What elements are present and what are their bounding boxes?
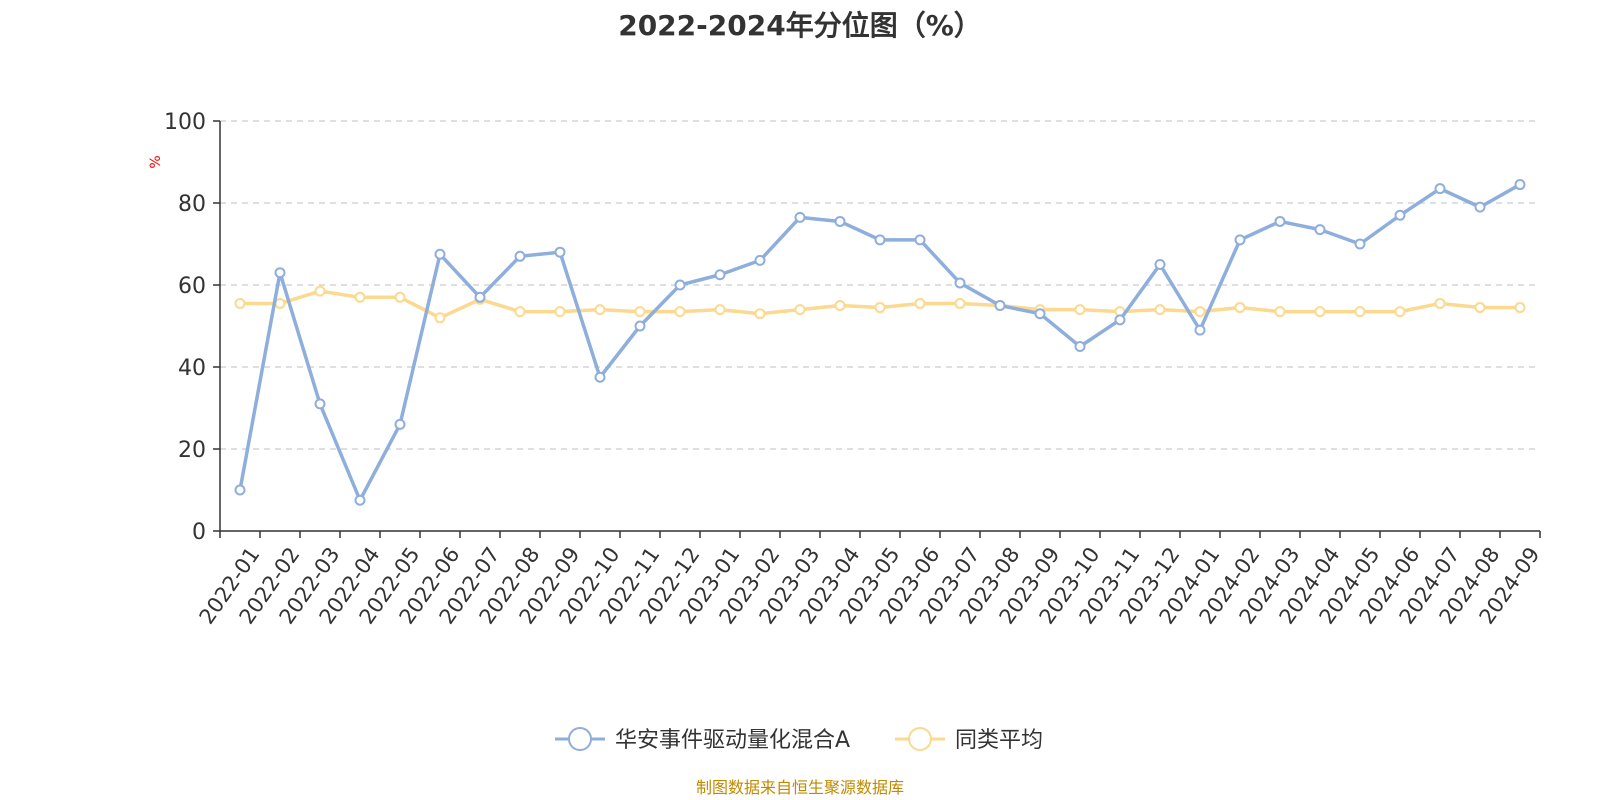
data-point[interactable] [874, 234, 886, 246]
data-point[interactable] [754, 254, 766, 266]
data-point[interactable] [1074, 304, 1086, 316]
data-point[interactable] [274, 297, 286, 309]
data-point[interactable] [714, 304, 726, 316]
data-source-note: 制图数据来自恒生聚源数据库 [696, 778, 904, 797]
data-point[interactable] [674, 279, 686, 291]
data-point[interactable] [834, 215, 846, 227]
data-point[interactable] [1354, 306, 1366, 318]
series-group [234, 285, 1526, 324]
y-tick-label: 80 [178, 192, 206, 217]
legend-swatch-marker [568, 727, 592, 751]
data-point[interactable] [1474, 302, 1486, 314]
data-point[interactable] [1274, 215, 1286, 227]
data-point[interactable] [1514, 302, 1526, 314]
data-point[interactable] [474, 291, 486, 303]
data-point[interactable] [514, 250, 526, 262]
data-point[interactable] [834, 300, 846, 311]
data-point[interactable] [1234, 234, 1246, 246]
y-tick-label: 60 [178, 274, 206, 299]
data-point[interactable] [1154, 304, 1166, 316]
series-group [234, 179, 1526, 506]
data-point[interactable] [554, 306, 566, 318]
data-point[interactable] [794, 304, 806, 316]
legend-swatch-marker [908, 727, 932, 751]
data-point[interactable] [1114, 314, 1126, 326]
data-point[interactable] [1394, 306, 1406, 318]
legend-label: 同类平均 [955, 728, 1043, 753]
data-point[interactable] [914, 234, 926, 246]
data-point[interactable] [954, 297, 966, 309]
data-point[interactable] [314, 285, 326, 297]
data-point[interactable] [554, 246, 566, 258]
legend[interactable]: 华安事件驱动量化混合A 同类平均 [555, 727, 1043, 753]
grid-lines [220, 120, 1540, 450]
data-point[interactable] [1514, 179, 1526, 191]
data-point[interactable] [874, 302, 886, 314]
chart-title: 2022-2024年分位图（%） [618, 9, 982, 42]
data-point[interactable] [674, 306, 686, 318]
data-point[interactable] [314, 398, 326, 410]
data-point[interactable] [1194, 306, 1206, 318]
data-point[interactable] [1434, 183, 1446, 195]
data-point[interactable] [994, 300, 1006, 311]
legend-item[interactable]: 华安事件驱动量化混合A [555, 727, 850, 753]
data-point[interactable] [394, 418, 406, 430]
axes: 0204060801002022-012022-022022-032022-04… [164, 110, 1545, 628]
data-point[interactable] [754, 308, 766, 320]
data-point[interactable] [1034, 308, 1046, 320]
legend-item[interactable]: 同类平均 [895, 727, 1043, 753]
data-point[interactable] [1474, 201, 1486, 213]
data-point[interactable] [954, 277, 966, 289]
data-point[interactable] [234, 297, 246, 309]
data-point[interactable] [1154, 259, 1166, 270]
series-lines [234, 179, 1526, 506]
data-point[interactable] [274, 267, 286, 279]
data-point[interactable] [1314, 224, 1326, 236]
y-tick-label: 0 [192, 520, 206, 545]
data-point[interactable] [1434, 297, 1446, 309]
data-point[interactable] [1314, 306, 1326, 318]
data-point[interactable] [514, 306, 526, 318]
data-point[interactable] [914, 297, 926, 309]
data-point[interactable] [434, 248, 446, 260]
data-point[interactable] [594, 304, 606, 316]
data-point[interactable] [434, 312, 446, 324]
data-point[interactable] [1274, 306, 1286, 318]
data-point[interactable] [1394, 209, 1406, 221]
data-point[interactable] [1074, 341, 1086, 352]
y-tick-label: 20 [178, 438, 206, 463]
data-point[interactable] [1234, 302, 1246, 314]
data-point[interactable] [794, 211, 806, 223]
series-line [238, 183, 1521, 502]
data-point[interactable] [594, 371, 606, 383]
y-axis-label: % [148, 155, 164, 168]
legend-label: 华安事件驱动量化混合A [615, 728, 850, 753]
data-point[interactable] [354, 291, 366, 303]
data-point[interactable] [714, 269, 726, 281]
data-point[interactable] [234, 484, 246, 496]
y-tick-label: 40 [178, 356, 206, 381]
data-point[interactable] [634, 320, 646, 332]
data-point[interactable] [1194, 324, 1206, 336]
data-point[interactable] [354, 494, 366, 506]
data-point[interactable] [394, 291, 406, 303]
y-tick-label: 100 [164, 110, 206, 135]
data-point[interactable] [634, 306, 646, 318]
data-point[interactable] [1354, 238, 1366, 250]
